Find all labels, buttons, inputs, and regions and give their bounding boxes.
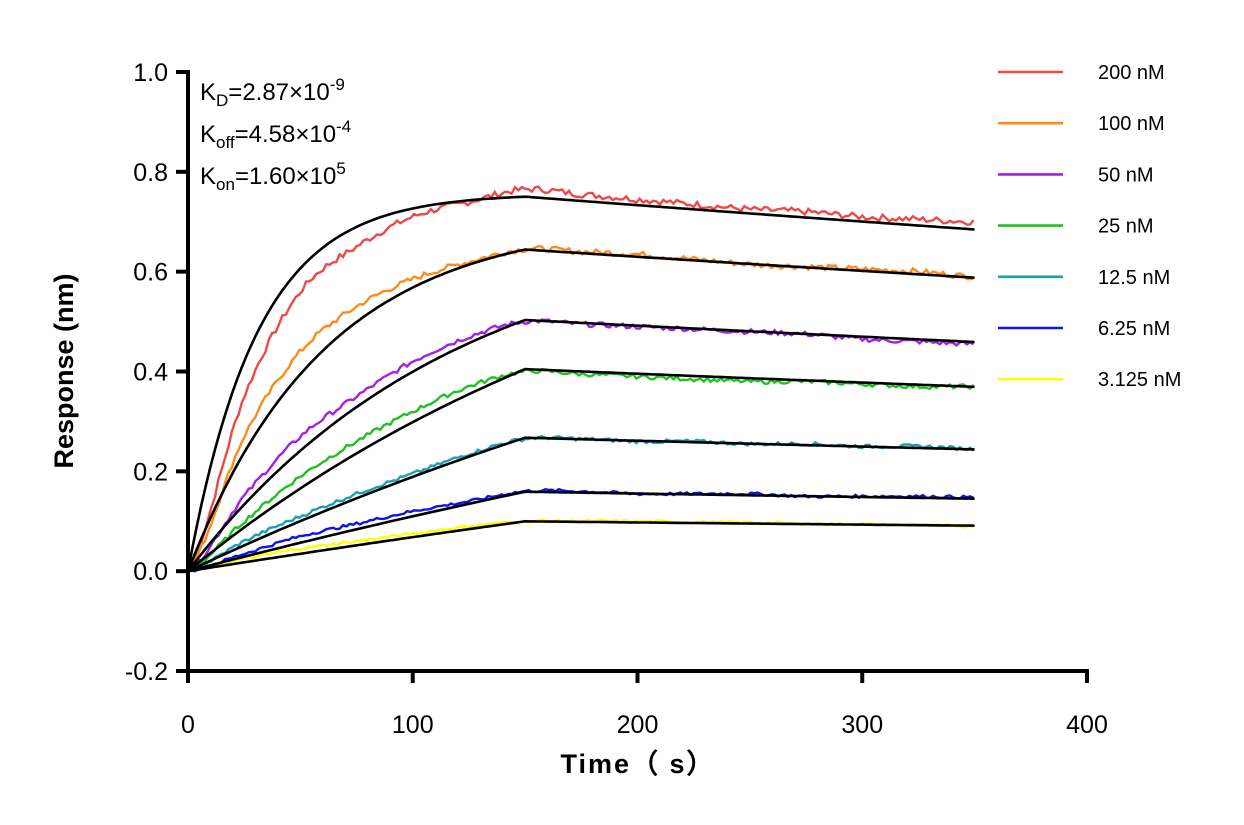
legend-label: 3.125 nM: [1098, 369, 1181, 391]
y-tick-label: 0.2: [133, 458, 168, 486]
series-line-25-nM: [187, 367, 975, 573]
series-line-200-nM: [186, 185, 975, 572]
fit-line-100-nM: [186, 248, 975, 572]
legend: 200 nM 100 nM 50 nM 25 nM 12.5 nM 6.25 nM 3.12…: [998, 62, 1181, 391]
legend-label: 25 nM: [1098, 216, 1154, 238]
x-tick-label: 0: [181, 711, 195, 739]
x-tick-label: 300: [841, 711, 883, 739]
kd-annotation: KD=2.87×10-9: [200, 75, 345, 110]
x-tick-label: 100: [392, 711, 434, 739]
fit-line-12-5-nM: [187, 436, 975, 573]
y-tick-label: 0.4: [133, 359, 168, 387]
kinetics-annotation: KD=2.87×10-9 Koff=4.58×10-4 Kon=1.60×105: [200, 75, 351, 194]
y-axis-title: Response (nm): [49, 273, 79, 468]
legend-label: 200 nM: [1098, 62, 1165, 84]
ticks: -0.2 0.0 0.2 0.4 0.6 0.8 1.0 0 100 200 300 400: [125, 59, 1108, 739]
legend-label: 6.25 nM: [1098, 318, 1170, 340]
legend-label: 100 nM: [1098, 113, 1165, 135]
plot-area: [186, 185, 975, 573]
y-tick-label: 0.0: [133, 558, 168, 586]
fit-line-50-nM: [186, 318, 975, 572]
series-line-3-125-nM: [187, 518, 975, 573]
series-line-6-25-nM: [187, 487, 974, 573]
fit-line-200-nM: [186, 195, 975, 572]
fit-line-6-25-nM: [187, 490, 975, 573]
x-tick-label: 400: [1066, 711, 1108, 739]
x-axis-title: Time（ s）: [560, 749, 715, 779]
legend-label: 12.5 nM: [1098, 267, 1170, 289]
kon-annotation: Kon=1.60×105: [200, 159, 346, 194]
x-tick-label: 200: [617, 711, 659, 739]
axes: [186, 70, 1089, 673]
legend-label: 50 nM: [1098, 164, 1154, 186]
koff-annotation: Koff=4.58×10-4: [200, 117, 351, 152]
series-line-12-5-nM: [187, 434, 975, 573]
fit-line-3-125-nM: [187, 519, 975, 573]
y-tick-label: -0.2: [125, 658, 168, 686]
y-tick-label: 0.6: [133, 259, 168, 287]
y-tick-label: 0.8: [133, 159, 168, 187]
fit-line-25-nM: [187, 367, 975, 573]
y-tick-label: 1.0: [133, 59, 168, 87]
